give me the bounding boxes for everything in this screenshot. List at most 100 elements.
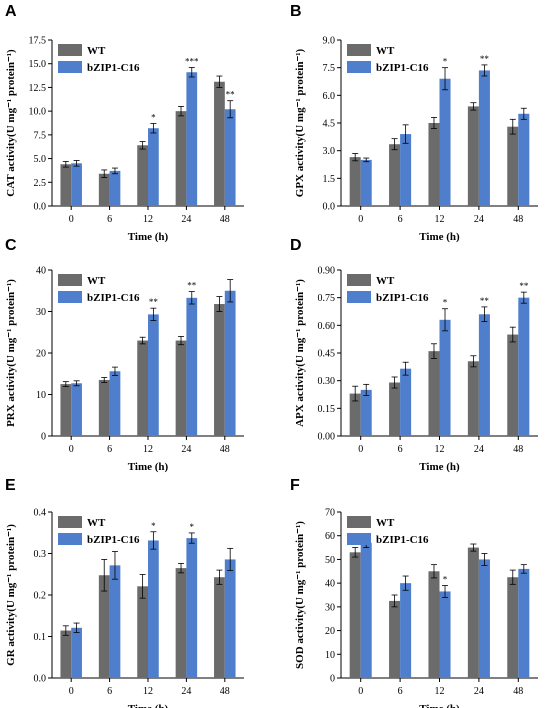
- bar-bzip1-c16: [109, 371, 121, 436]
- y-tick-label: 0.2: [34, 591, 47, 602]
- bar-wt: [428, 123, 440, 206]
- y-tick-label: 0.4: [34, 508, 47, 519]
- y-tick-label: 30: [36, 307, 46, 318]
- significance-label: *: [151, 112, 156, 122]
- y-tick-label: 0.15: [318, 404, 336, 415]
- bar-bzip1-c16: [224, 290, 236, 436]
- legend-swatch-bzip1-c16: [58, 61, 82, 73]
- legend-swatch-bzip1-c16: [347, 291, 371, 303]
- significance-label: **: [519, 281, 529, 291]
- x-tick-label: 0: [69, 686, 74, 697]
- bar-bzip1-c16: [439, 319, 451, 436]
- y-tick-label: 17.5: [29, 36, 47, 47]
- legend-swatch-wt: [58, 516, 82, 528]
- legend-label: WT: [87, 517, 106, 529]
- legend-swatch-wt: [347, 44, 371, 56]
- y-tick-label: 1.5: [323, 174, 336, 185]
- bar-wt: [60, 630, 72, 678]
- bar-wt: [467, 547, 479, 678]
- bar-wt: [389, 382, 401, 436]
- x-tick-label: 6: [398, 444, 403, 455]
- panel-c: C 0 10 20 30 40 PRX activity(U mg⁻¹ protein⁻¹)…: [5, 237, 244, 473]
- legend-swatch-bzip1-c16: [347, 61, 371, 73]
- legend-swatch-bzip1-c16: [58, 533, 82, 545]
- panel-d: D 0.00 0.15 0.30 0.45 0.60 0.75 0.90 APX activit…: [290, 237, 538, 473]
- bar-bzip1-c16: [148, 314, 159, 436]
- legend-swatch-wt: [347, 274, 371, 286]
- bar-wt: [137, 340, 148, 436]
- y-tick-label: 4.5: [323, 119, 336, 130]
- legend-label: bZIP1-C16: [376, 292, 429, 304]
- y-axis-title: SOD activity(U mg⁻¹ protein⁻¹): [294, 521, 306, 669]
- x-tick-label: 0: [358, 214, 363, 225]
- bar-bzip1-c16: [478, 70, 490, 206]
- bar-wt: [507, 577, 519, 678]
- bar-wt: [175, 111, 187, 206]
- bar-wt: [507, 126, 519, 206]
- y-axis-title: CAT activity(U mg⁻¹ protein⁻¹): [5, 49, 17, 197]
- x-tick-label: 48: [513, 686, 523, 697]
- x-tick-label: 12: [435, 214, 445, 225]
- significance-label: **: [149, 297, 159, 307]
- significance-label: *: [190, 522, 195, 532]
- bar-bzip1-c16: [71, 163, 82, 206]
- legend-label: WT: [376, 45, 395, 57]
- bar-wt: [349, 552, 361, 678]
- bar-wt: [467, 361, 479, 436]
- legend-label: WT: [87, 275, 106, 287]
- x-axis-title: Time (h): [128, 461, 169, 473]
- significance-label: **: [480, 54, 490, 64]
- y-tick-label: 0: [330, 674, 335, 685]
- panel-label: A: [5, 3, 17, 20]
- x-tick-label: 12: [435, 444, 445, 455]
- significance-label: **: [187, 281, 197, 291]
- bar-wt: [175, 340, 187, 436]
- significance-label: *: [151, 521, 156, 531]
- x-tick-label: 24: [181, 444, 191, 455]
- x-tick-label: 24: [181, 686, 191, 697]
- significance-label: *: [443, 298, 448, 308]
- bar-bzip1-c16: [518, 297, 530, 436]
- legend-label: bZIP1-C16: [376, 534, 429, 546]
- y-tick-label: 9.0: [323, 36, 336, 47]
- x-tick-label: 12: [143, 214, 153, 225]
- y-tick-label: 0: [41, 432, 46, 443]
- x-tick-label: 48: [513, 214, 523, 225]
- bar-bzip1-c16: [224, 109, 236, 206]
- legend-label: bZIP1-C16: [376, 62, 429, 74]
- y-tick-label: 0.0: [323, 202, 336, 213]
- bar-bzip1-c16: [478, 314, 490, 436]
- bar-bzip1-c16: [400, 583, 412, 678]
- bar-wt: [214, 81, 225, 206]
- y-tick-label: 0.00: [318, 432, 336, 443]
- bar-wt: [389, 600, 401, 678]
- bar-bzip1-c16: [186, 538, 198, 678]
- y-tick-label: 5.0: [34, 154, 47, 165]
- y-tick-label: 10: [325, 650, 335, 661]
- y-tick-label: 0.60: [318, 321, 336, 332]
- bar-bzip1-c16: [518, 113, 530, 206]
- y-tick-label: 2.5: [34, 178, 47, 189]
- bar-wt: [137, 145, 148, 206]
- x-tick-label: 12: [435, 686, 445, 697]
- y-tick-label: 70: [325, 508, 335, 519]
- legend-swatch-bzip1-c16: [58, 291, 82, 303]
- bar-bzip1-c16: [360, 159, 372, 206]
- bar-wt: [428, 571, 440, 678]
- y-tick-label: 10: [36, 390, 46, 401]
- y-axis-title: GR activity(U mg⁻¹ protein⁻¹): [5, 524, 17, 666]
- bar-wt: [428, 351, 440, 436]
- y-tick-label: 0.75: [318, 293, 336, 304]
- bar-bzip1-c16: [71, 383, 82, 436]
- significance-label: *: [443, 575, 448, 585]
- bar-wt: [214, 577, 225, 678]
- y-tick-label: 30: [325, 602, 335, 613]
- legend-label: WT: [376, 275, 395, 287]
- y-tick-label: 0.0: [34, 674, 47, 685]
- bar-bzip1-c16: [186, 72, 198, 206]
- y-tick-label: 40: [325, 579, 335, 590]
- panel-label: F: [290, 477, 300, 494]
- bar-bzip1-c16: [439, 591, 451, 678]
- bar-bzip1-c16: [478, 559, 490, 678]
